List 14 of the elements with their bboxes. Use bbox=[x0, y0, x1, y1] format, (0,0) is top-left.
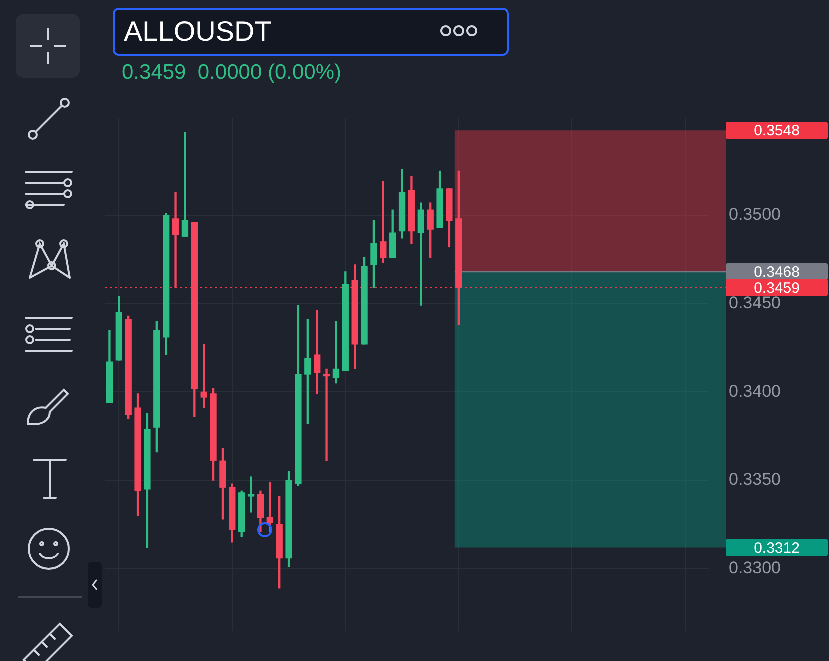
chart-subtitle: 0.3459 0.0000 (0.00%) bbox=[122, 61, 342, 85]
band-label: 0.3548 bbox=[754, 122, 800, 140]
ref-line-label: 0.3468 bbox=[754, 264, 800, 282]
chart-title: ALLOUSDT bbox=[124, 16, 272, 47]
candlestick bbox=[332, 321, 340, 384]
candlestick bbox=[182, 132, 189, 237]
candlestick bbox=[172, 192, 180, 288]
y-tick-label: 0.3300 bbox=[729, 558, 781, 578]
candlestick bbox=[323, 368, 330, 462]
y-tick-label: 0.3500 bbox=[729, 205, 781, 224]
band-label: 0.3312 bbox=[754, 540, 800, 557]
y-tick-label: 0.3350 bbox=[729, 470, 781, 490]
candlestick bbox=[248, 476, 255, 513]
y-tick-label: 0.3400 bbox=[729, 382, 781, 401]
